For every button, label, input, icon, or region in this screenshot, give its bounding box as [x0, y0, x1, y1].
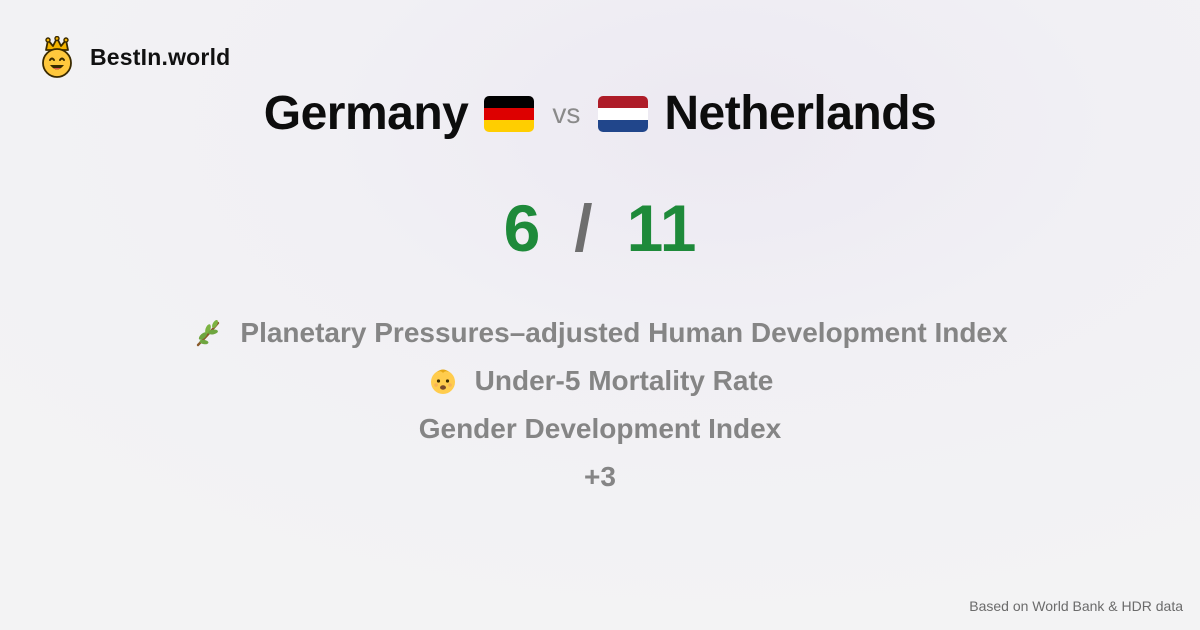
- left-country-name: Germany: [263, 87, 469, 140]
- netherlands-flag-icon: [598, 95, 649, 132]
- metrics-list: Planetary Pressures–adjusted Human Devel…: [0, 314, 1200, 496]
- metric-label: Gender Development Index: [418, 413, 782, 444]
- baby-icon: [430, 369, 455, 394]
- data-source-note: Based on World Bank & HDR data: [969, 598, 1183, 614]
- metric-label: Under-5 Mortality Rate: [474, 365, 774, 396]
- score-row: 6 / 11: [0, 190, 1200, 266]
- metric-label: Planetary Pressures–adjusted Human Devel…: [240, 317, 1008, 348]
- right-country-name: Netherlands: [664, 87, 937, 140]
- more-count-label: +3: [584, 461, 616, 492]
- comparison-title: Germany vs Netherlands: [0, 86, 1200, 141]
- metric-item[interactable]: Gender Development Index: [419, 410, 782, 448]
- more-metrics-count[interactable]: +3: [584, 458, 616, 496]
- brand-logo[interactable]: BestIn.world: [38, 36, 230, 78]
- olive-branch-icon: [197, 319, 220, 347]
- crown-smiley-icon: [42, 36, 72, 78]
- score-separator: /: [574, 191, 593, 265]
- metric-item[interactable]: Under-5 Mortality Rate: [427, 362, 774, 400]
- left-score: 6: [503, 191, 541, 265]
- metric-item[interactable]: Planetary Pressures–adjusted Human Devel…: [192, 314, 1008, 352]
- right-score: 11: [626, 191, 697, 265]
- vs-separator: vs: [552, 97, 581, 129]
- brand-name: BestIn.world: [90, 43, 231, 70]
- germany-flag-icon: [484, 95, 535, 132]
